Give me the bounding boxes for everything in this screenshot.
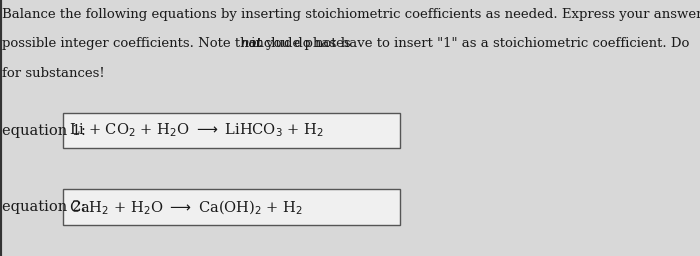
Text: include phases: include phases	[247, 37, 351, 50]
Text: for substances!: for substances!	[2, 67, 105, 80]
Text: Balance the following equations by inserting stoichiometric coefficients as need: Balance the following equations by inser…	[2, 8, 700, 21]
FancyBboxPatch shape	[63, 189, 400, 225]
Text: possible integer coefficients. Note that you do not have to insert "1" as a stoi: possible integer coefficients. Note that…	[2, 37, 694, 50]
Text: Li + CO$_2$ + H$_2$O $\longrightarrow$ LiHCO$_3$ + H$_2$: Li + CO$_2$ + H$_2$O $\longrightarrow$ L…	[69, 122, 324, 140]
Text: not: not	[240, 37, 262, 50]
Text: equation 1:: equation 1:	[2, 124, 86, 137]
Text: equation 2:: equation 2:	[2, 200, 86, 214]
Text: CaH$_2$ + H$_2$O $\longrightarrow$ Ca(OH)$_2$ + H$_2$: CaH$_2$ + H$_2$O $\longrightarrow$ Ca(OH…	[69, 198, 304, 217]
FancyBboxPatch shape	[63, 113, 400, 148]
